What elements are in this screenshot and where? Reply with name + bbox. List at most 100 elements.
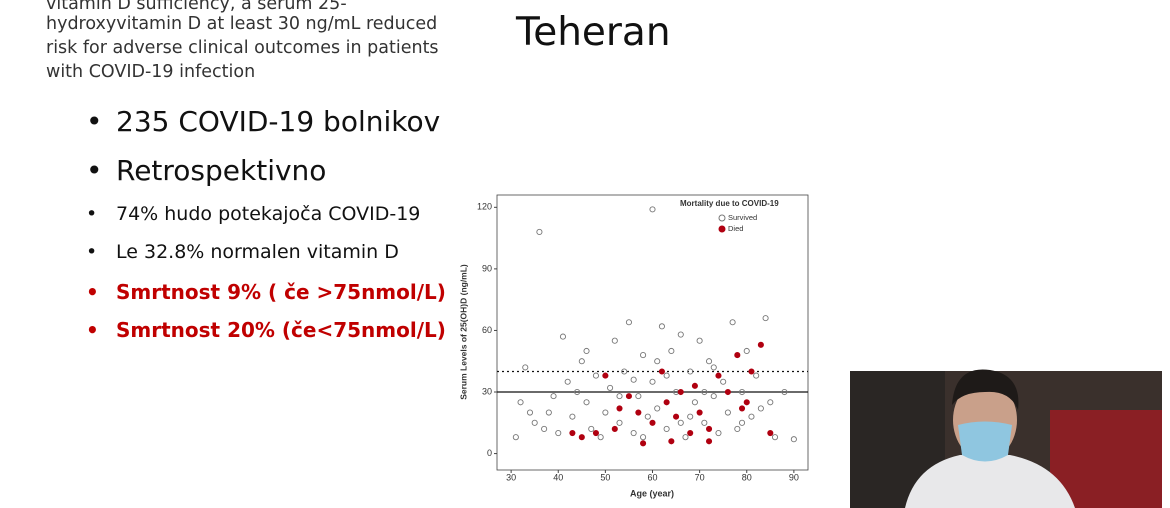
scatter-point <box>734 425 741 433</box>
scatter-point <box>677 331 684 338</box>
y-tick-label: 60 <box>482 325 492 335</box>
scatter-point <box>625 393 632 400</box>
scatter-point <box>715 430 722 437</box>
scatter-point <box>649 419 656 426</box>
scatter-point <box>611 425 618 433</box>
scatter-point <box>705 358 713 365</box>
scatter-point <box>611 337 618 344</box>
scatter-point <box>696 409 703 416</box>
scatter-point <box>536 228 543 235</box>
scatter-point <box>691 399 698 406</box>
scatter-point <box>720 378 727 385</box>
scatter-point <box>522 364 529 371</box>
reference-text: risk for adverse clinical outcomes in pa… <box>46 38 439 58</box>
scatter-point <box>668 438 675 445</box>
scatter-point <box>607 384 614 391</box>
scatter-point <box>748 368 755 375</box>
scatter-point <box>705 425 713 433</box>
legend-label: Died <box>728 224 743 233</box>
scatter-point <box>592 372 600 379</box>
scatter-point <box>743 347 750 355</box>
scatter-point <box>757 341 764 348</box>
scatter-point <box>583 347 590 355</box>
scatter-point <box>734 352 741 359</box>
scatter-point <box>767 399 774 406</box>
webcam <box>850 369 1162 508</box>
scatter-point <box>649 206 656 213</box>
scatter-point <box>555 430 562 437</box>
scatter-point <box>630 430 637 437</box>
scatter-point <box>640 352 647 359</box>
scatter-point <box>668 347 675 355</box>
scatter-point <box>649 378 656 385</box>
bullet: Le 32.8% normalen vitamin D <box>86 241 399 263</box>
x-tick-label: 30 <box>506 472 516 482</box>
reference-text: hydroxyvitamin D at least 30 ng/mL reduc… <box>46 14 438 34</box>
reference-text: with COVID-19 infection <box>46 62 256 82</box>
y-tick-label: 30 <box>482 386 492 396</box>
scatter-point <box>705 438 713 445</box>
scatter-point <box>673 413 680 420</box>
y-tick-label: 120 <box>477 202 492 212</box>
scatter-point <box>531 419 538 426</box>
scatter-point <box>687 368 694 375</box>
bullet: Smrtnost 9% ( če >75nmol/L) <box>86 280 446 304</box>
scatter-point <box>564 378 571 385</box>
x-tick-label: 90 <box>789 472 799 482</box>
y-tick-label: 0 <box>487 448 492 458</box>
scatter-point <box>729 319 736 326</box>
scatter-point <box>640 440 647 447</box>
bullet: Smrtnost 20% (če<75nmol/L) <box>86 318 446 342</box>
scatter-point <box>663 372 670 379</box>
scatter-point <box>771 434 779 441</box>
scatter-point <box>616 393 623 400</box>
x-tick-label: 80 <box>742 472 752 482</box>
legend-label: Survived <box>728 213 757 222</box>
scatter-point <box>691 382 698 389</box>
scatter-point <box>588 425 595 433</box>
scatter-point <box>663 425 670 433</box>
scatter-point <box>635 393 642 400</box>
scatter-point <box>654 405 661 412</box>
scatter-point <box>738 419 746 426</box>
plot-frame <box>496 194 809 471</box>
scatter-point <box>710 393 717 400</box>
x-tick-label: 40 <box>553 472 563 482</box>
scatter-point <box>578 434 585 441</box>
scatter-point <box>762 315 769 322</box>
scatter-point <box>517 399 524 406</box>
legend-title: Mortality due to COVID-19 <box>680 199 779 208</box>
scatter-point <box>512 434 519 441</box>
legend-marker <box>718 225 726 233</box>
scatter-point <box>738 388 746 396</box>
scatter-point <box>724 409 731 416</box>
scatter-point <box>767 430 774 437</box>
y-tick-label: 90 <box>482 263 492 273</box>
scatter-point <box>715 372 722 379</box>
scatter-point <box>710 364 717 371</box>
scatter-point <box>677 388 684 396</box>
scatter-point <box>625 319 632 326</box>
scatter-point <box>696 337 703 344</box>
scatter-point <box>644 413 651 420</box>
scatter-point <box>545 409 552 416</box>
scatter-point <box>616 419 623 426</box>
x-tick-label: 70 <box>695 472 705 482</box>
scatter-point <box>658 368 665 375</box>
scatter-point <box>574 388 581 396</box>
scatter-point <box>663 399 670 406</box>
scatter-point <box>724 388 731 396</box>
scatter-point <box>550 393 557 400</box>
scatter-point <box>635 409 642 416</box>
scatter-point <box>753 372 760 379</box>
y-axis-label: Serum Levels of 25(OH)D (ng/mL) <box>458 264 468 400</box>
bullet: 74% hudo potekajoča COVID-19 <box>86 203 420 225</box>
scatter-point <box>701 419 708 426</box>
scatter-point <box>597 434 604 441</box>
bullet: Retrospektivno <box>86 154 326 187</box>
scatter-point <box>658 323 665 330</box>
scatter-point <box>569 430 576 437</box>
scatter-point <box>743 399 750 406</box>
